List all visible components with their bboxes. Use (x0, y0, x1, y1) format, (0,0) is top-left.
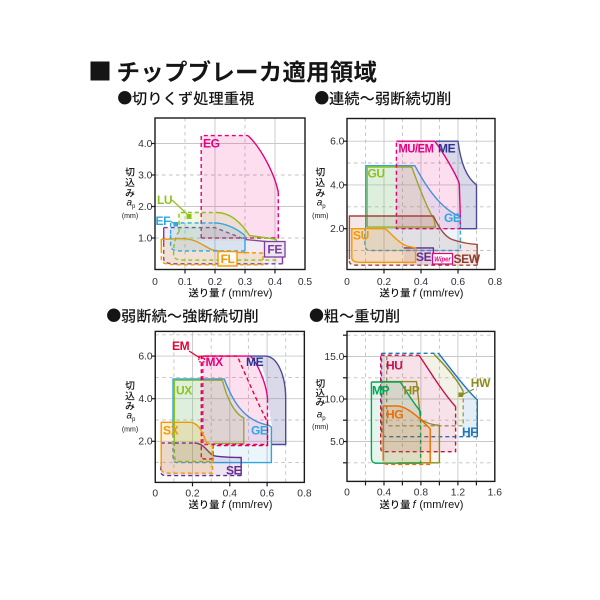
svg-text:6.0: 6.0 (330, 137, 345, 148)
svg-text:0.6: 0.6 (451, 277, 466, 288)
svg-text:0.4: 0.4 (377, 487, 392, 498)
svg-text:HG: HG (386, 408, 403, 422)
svg-text:1.6: 1.6 (488, 487, 503, 498)
svg-text:1.0: 1.0 (138, 233, 153, 244)
svg-text:2.0: 2.0 (138, 437, 153, 448)
svg-text:SEW: SEW (454, 252, 481, 266)
svg-text:0.6: 0.6 (260, 488, 275, 499)
svg-text:SE: SE (226, 464, 242, 478)
svg-text:f: f (413, 288, 417, 300)
svg-text:4.0: 4.0 (138, 394, 153, 405)
svg-text:FE: FE (267, 243, 282, 257)
svg-text:(mm): (mm) (122, 213, 138, 220)
svg-text:10.0: 10.0 (324, 394, 344, 405)
svg-text:0: 0 (344, 487, 350, 498)
svg-text:SU: SU (353, 229, 369, 243)
svg-text:4.0: 4.0 (330, 180, 345, 191)
svg-text:6.0: 6.0 (138, 352, 153, 363)
svg-text:HU: HU (386, 359, 403, 373)
svg-text:0: 0 (344, 277, 350, 288)
svg-text:f: f (222, 288, 226, 300)
svg-text:0.4: 0.4 (223, 488, 238, 499)
svg-text:GE: GE (444, 211, 461, 225)
svg-text:p: p (132, 204, 136, 210)
svg-text:2.0: 2.0 (330, 224, 345, 235)
svg-text:(mm/rev): (mm/rev) (228, 499, 272, 511)
svg-text:FL: FL (221, 252, 235, 266)
svg-text:MU/EM: MU/EM (399, 142, 434, 156)
svg-text:a: a (127, 198, 133, 209)
svg-text:0.2: 0.2 (377, 277, 392, 288)
svg-text:1.2: 1.2 (451, 487, 466, 498)
svg-text:ME: ME (438, 142, 456, 156)
svg-text:15.0: 15.0 (324, 352, 344, 363)
svg-text:MX: MX (206, 355, 224, 369)
svg-text:0.8: 0.8 (414, 487, 429, 498)
svg-text:UX: UX (176, 384, 192, 398)
svg-text:0: 0 (152, 488, 158, 499)
svg-text:a: a (317, 198, 323, 209)
svg-text:0.1: 0.1 (178, 277, 193, 288)
svg-text:(mm): (mm) (122, 427, 138, 434)
svg-text:MP: MP (372, 384, 390, 398)
svg-text:HF: HF (462, 425, 477, 439)
svg-text:a: a (127, 411, 133, 422)
svg-text:5.0: 5.0 (330, 437, 345, 448)
svg-text:GU: GU (368, 167, 385, 181)
svg-text:p: p (322, 204, 326, 210)
svg-text:f: f (413, 499, 417, 511)
svg-text:EM: EM (172, 339, 190, 353)
svg-text:HW: HW (471, 376, 491, 390)
svg-text:0.4: 0.4 (414, 277, 429, 288)
svg-text:2.0: 2.0 (138, 202, 153, 213)
svg-text:(mm/rev): (mm/rev) (228, 288, 272, 300)
svg-text:0.2: 0.2 (208, 277, 223, 288)
svg-text:GE: GE (251, 424, 268, 438)
svg-text:0.2: 0.2 (185, 488, 200, 499)
svg-text:ME: ME (246, 355, 264, 369)
svg-text:LU: LU (157, 193, 172, 207)
svg-text:3.0: 3.0 (138, 170, 153, 181)
svg-text:0.3: 0.3 (238, 277, 253, 288)
svg-text:p: p (132, 417, 136, 423)
svg-text:(mm/rev): (mm/rev) (419, 288, 463, 300)
svg-text:(mm): (mm) (312, 213, 328, 220)
svg-text:HP: HP (404, 384, 420, 398)
svg-text:Wiper: Wiper (434, 257, 452, 264)
svg-text:0.8: 0.8 (297, 488, 312, 499)
svg-text:0.8: 0.8 (488, 277, 503, 288)
svg-text:0.4: 0.4 (268, 277, 283, 288)
svg-text:(mm): (mm) (312, 424, 328, 431)
svg-text:(mm/rev): (mm/rev) (419, 499, 463, 511)
svg-text:f: f (222, 499, 226, 511)
svg-text:p: p (322, 416, 326, 422)
svg-text:0.5: 0.5 (298, 277, 313, 288)
svg-text:SE: SE (416, 250, 432, 264)
svg-text:SX: SX (163, 424, 179, 438)
svg-text:a: a (317, 410, 323, 421)
svg-text:0: 0 (152, 277, 158, 288)
svg-text:EG: EG (203, 137, 220, 151)
svg-text:EF: EF (156, 214, 171, 228)
svg-text:4.0: 4.0 (138, 139, 153, 150)
